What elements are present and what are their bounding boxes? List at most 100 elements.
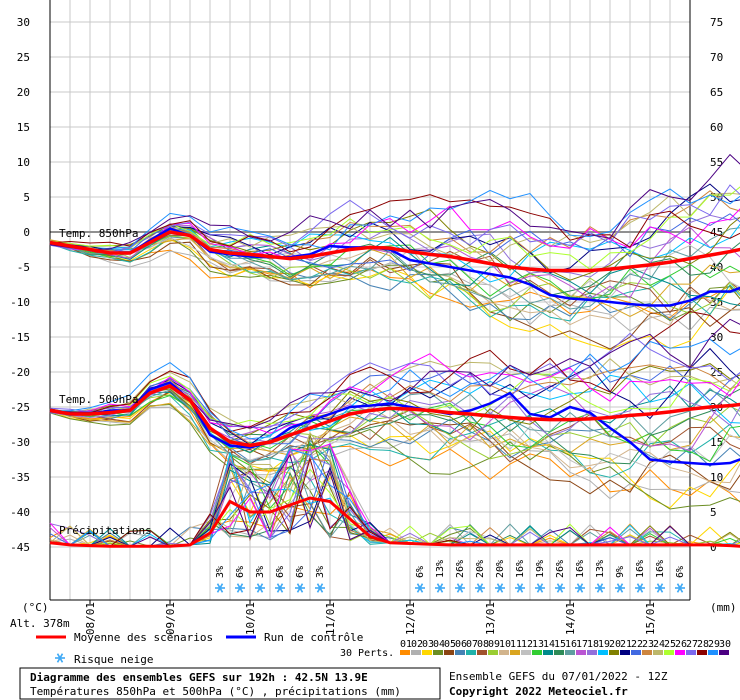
left-axis-unit: (°C) — [22, 601, 49, 614]
right-tick-label: 5 — [710, 506, 717, 519]
left-tick-label: -40 — [10, 506, 30, 519]
pert-t500-line — [49, 353, 740, 434]
right-tick-label: 55 — [710, 156, 723, 169]
pert-number: 13 — [532, 639, 544, 650]
snowflake-icon — [455, 583, 465, 593]
pert-number: 18 — [587, 639, 599, 650]
flake-center — [58, 656, 62, 660]
pert-number: 27 — [686, 639, 698, 650]
pert-swatch — [609, 650, 619, 655]
pert-number: 20 — [609, 639, 621, 650]
pert-number: 24 — [653, 639, 665, 650]
snow-risk-pct: 3% — [255, 566, 266, 578]
flake-center — [578, 586, 582, 590]
altitude-label: Alt. 378m — [10, 617, 70, 630]
left-tick-label: 10 — [17, 156, 30, 169]
footer-copyright: Copyright 2022 Meteociel.fr — [449, 685, 628, 698]
pert-t500-line — [49, 407, 740, 500]
pert-number: 28 — [697, 639, 709, 650]
flake-center — [558, 586, 562, 590]
flake-center — [298, 586, 302, 590]
pert-number: 14 — [543, 639, 555, 650]
left-tick-label: -25 — [10, 401, 30, 414]
label-t850: Temp. 850hPa — [59, 227, 138, 240]
snowflake-icon — [595, 583, 605, 593]
pert-t500-line — [49, 347, 740, 446]
pert-number: 08 — [477, 639, 489, 650]
right-tick-label: 65 — [710, 86, 723, 99]
snow-risk-pct: 26% — [555, 560, 566, 578]
pert-number: 07 — [466, 639, 478, 650]
pert-number: 04 — [433, 639, 445, 650]
pert-t500-line — [49, 373, 740, 426]
left-tick-label: -5 — [17, 261, 30, 274]
pert-swatch — [554, 650, 564, 655]
pert-swatch — [444, 650, 454, 655]
right-tick-label: 70 — [710, 51, 723, 64]
pert-t500-line — [49, 364, 740, 445]
date-label: 10/01 — [244, 602, 257, 635]
pert-swatch — [598, 650, 608, 655]
pert-swatch — [686, 650, 696, 655]
pert-swatch — [400, 650, 410, 655]
left-tick-label: -35 — [10, 471, 30, 484]
left-tick-label: -30 — [10, 436, 30, 449]
pert-swatch — [466, 650, 476, 655]
perturbations-label: 30 Perts. — [340, 648, 394, 659]
flake-center — [498, 586, 502, 590]
snowflake-icon — [315, 583, 325, 593]
legend-control-label: Run de contrôle — [264, 631, 363, 644]
snow-risk-pct: 16% — [575, 560, 586, 578]
flake-center — [258, 586, 262, 590]
pert-t500-line — [49, 363, 740, 442]
pert-swatch — [675, 650, 685, 655]
pert-t500-line — [50, 338, 740, 440]
pert-number: 12 — [521, 639, 533, 650]
flake-center — [278, 586, 282, 590]
snow-risk-pct: 20% — [475, 560, 486, 578]
pert-swatch — [620, 650, 630, 655]
pert-t850-line — [49, 234, 740, 314]
flake-center — [538, 586, 542, 590]
flake-center — [318, 586, 322, 590]
perturbation-legend: 0102030405060708091011121314151617181920… — [400, 639, 731, 655]
snow-risk-pct: 26% — [455, 560, 466, 578]
pert-number: 11 — [510, 639, 522, 650]
left-tick-label: 20 — [17, 86, 30, 99]
footer-subtitle: Températures 850hPa et 500hPa (°C) , pré… — [30, 685, 401, 698]
pert-swatch — [664, 650, 674, 655]
pert-number: 23 — [642, 639, 654, 650]
pert-number: 17 — [576, 639, 588, 650]
pert-swatch — [433, 650, 443, 655]
pert-swatch — [708, 650, 718, 655]
footer-ensemble: Ensemble GEFS du 07/01/2022 - 12Z — [449, 670, 668, 683]
snowflake-icon — [55, 653, 65, 663]
snowflake-icon — [415, 583, 425, 593]
snow-risk-pct: 6% — [675, 566, 686, 578]
date-label: 11/01 — [324, 602, 337, 635]
snow-risk-pct: 13% — [435, 560, 446, 578]
pert-t850-line — [49, 235, 740, 314]
snowflake-icon — [475, 583, 485, 593]
snow-risk-row: 3% 6% 3% 6% 6% 3% 6% 13% 26% 20% 20% 16% 19% 26% 16% 13… — [215, 560, 686, 593]
left-tick-label: -15 — [10, 331, 30, 344]
flake-center — [658, 586, 662, 590]
pert-number: 05 — [444, 639, 456, 650]
mean-t500-line — [49, 384, 740, 448]
pert-swatch — [642, 650, 652, 655]
date-label: 13/01 — [484, 602, 497, 635]
snow-risk-pct: 3% — [315, 566, 326, 578]
right-tick-label: 0 — [710, 541, 717, 554]
left-tick-label: -45 — [10, 541, 30, 554]
snow-risk-pct: 9% — [615, 566, 626, 578]
pert-swatch — [565, 650, 575, 655]
control-t500-line — [49, 381, 740, 466]
right-tick-label: 10 — [710, 471, 723, 484]
flake-center — [518, 586, 522, 590]
left-tick-label: 15 — [17, 121, 30, 134]
right-axis-unit: (mm) — [710, 601, 737, 614]
snowflake-icon — [555, 583, 565, 593]
label-t500: Temp. 500hPa — [59, 393, 138, 406]
snow-risk-pct: 16% — [635, 560, 646, 578]
pert-number: 03 — [422, 639, 434, 650]
